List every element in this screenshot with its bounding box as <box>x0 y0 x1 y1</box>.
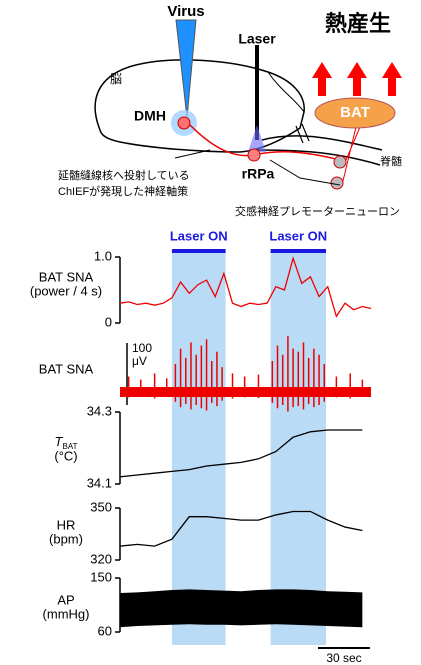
y-tick-label: 0 <box>105 314 112 329</box>
panel-label: (mmHg) <box>43 606 90 621</box>
laser-light <box>248 125 266 152</box>
y-tick-label: 34.3 <box>87 403 112 418</box>
y-tick-label: 320 <box>90 551 112 566</box>
neuron <box>331 177 343 189</box>
panel-label: (power / 4 s) <box>30 283 102 298</box>
panel-label: BAT SNA <box>39 269 94 284</box>
axon <box>190 125 340 160</box>
y-tick-label: 34.1 <box>87 475 112 490</box>
scale-label: 100 <box>132 341 152 355</box>
sna-baseline <box>120 387 371 397</box>
label: 脊髄 <box>380 154 402 168</box>
neuron <box>334 156 346 168</box>
trace <box>120 258 371 316</box>
label: rRPa <box>242 166 275 182</box>
panel-label: AP <box>57 592 74 607</box>
label: ChIEFが発現した神経軸策 <box>58 184 188 198</box>
laser-label: Laser ON <box>170 228 228 243</box>
time-scale-label: 30 sec <box>326 651 361 665</box>
heat-arrows <box>312 62 402 96</box>
y-tick-label: 60 <box>98 623 112 638</box>
dmh-cell <box>178 117 190 129</box>
y-tick-label: 1.0 <box>94 248 112 263</box>
label: 延髄縫線核へ投射している <box>58 168 190 182</box>
label: 交感神経プレモーターニューロン <box>235 204 400 218</box>
diagram: Virus Laser 熱産生 脳 DMH BAT rRPa 脊髄 延髄縫線核へ… <box>58 3 402 218</box>
label: Laser <box>238 31 276 47</box>
label: BAT <box>340 104 370 121</box>
efferent <box>343 127 360 181</box>
rrpa-cell <box>248 149 260 161</box>
y-tick-label: 150 <box>90 569 112 584</box>
label: Virus <box>167 3 204 20</box>
ap-envelope <box>120 589 362 627</box>
spinal-cord <box>250 136 382 165</box>
label: 熱産生 <box>325 11 391 36</box>
panel-label: BAT SNA <box>39 361 94 376</box>
figure: Virus Laser 熱産生 脳 DMH BAT rRPa 脊髄 延髄縫線核へ… <box>0 0 421 665</box>
laser-label: Laser ON <box>269 228 327 243</box>
label: DMH <box>134 108 166 124</box>
break-mark <box>296 124 309 143</box>
panel-label: (°C) <box>54 448 77 463</box>
y-tick-label: 350 <box>90 499 112 514</box>
panel-label: HR <box>57 517 76 532</box>
label: 脳 <box>110 72 122 86</box>
scale-label: μV <box>132 354 147 368</box>
laser-window <box>172 251 226 645</box>
panel-label: (bpm) <box>49 531 83 546</box>
laser-window <box>271 251 326 645</box>
pipette <box>176 20 196 118</box>
